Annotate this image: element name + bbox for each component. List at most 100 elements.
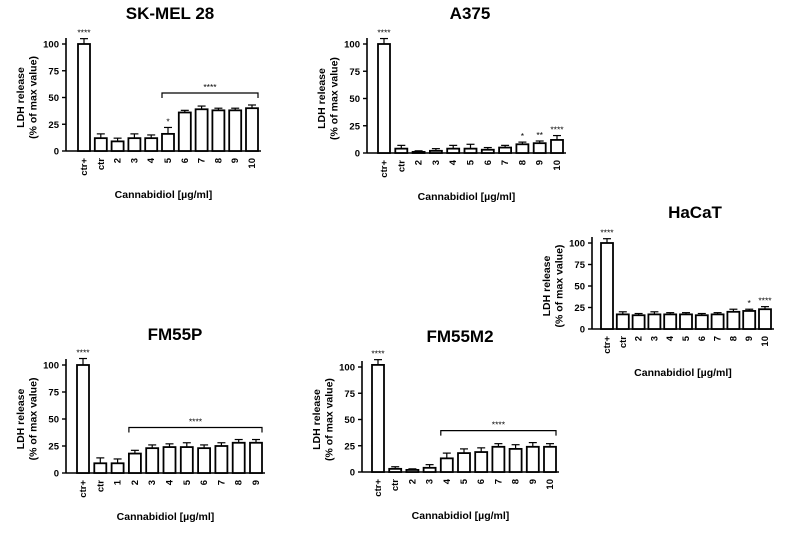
y-tick-label: 75 bbox=[344, 389, 355, 400]
bar bbox=[245, 107, 259, 152]
x-tick-label: 3 bbox=[129, 158, 140, 163]
x-tick-label: 3 bbox=[147, 480, 158, 485]
bar bbox=[525, 445, 540, 473]
bar bbox=[144, 137, 159, 152]
x-tick-label: 6 bbox=[697, 336, 708, 341]
x-tick-label: 8 bbox=[728, 336, 739, 341]
bar bbox=[231, 441, 246, 474]
x-tick-label: 6 bbox=[199, 480, 210, 485]
x-tick-label: 3 bbox=[431, 160, 442, 165]
significance-label: **** bbox=[550, 125, 564, 135]
chart-title: HaCaT bbox=[668, 203, 722, 222]
y-axis-label-line: LDH release bbox=[15, 388, 27, 449]
x-tick-label: ctr bbox=[618, 336, 629, 348]
significance-bracket bbox=[161, 92, 259, 98]
y-tick-label: 100 bbox=[43, 361, 59, 372]
bar bbox=[439, 457, 454, 473]
bar bbox=[422, 466, 437, 473]
bar bbox=[93, 137, 108, 152]
significance-label: ** bbox=[536, 130, 543, 140]
y-axis-label-line: (% of max value) bbox=[28, 56, 40, 139]
bar bbox=[428, 149, 443, 154]
significance-label: **** bbox=[77, 28, 91, 38]
x-tick-label: 5 bbox=[459, 478, 470, 484]
y-axis-label-line: LDH release bbox=[15, 67, 27, 128]
x-tick-label: ctr bbox=[390, 479, 401, 491]
x-tick-label: 7 bbox=[500, 160, 511, 165]
bar bbox=[214, 445, 229, 474]
x-tick-label: 5 bbox=[163, 157, 174, 163]
x-tick-label: 2 bbox=[414, 160, 425, 165]
bar bbox=[179, 446, 194, 474]
y-tick-label: 50 bbox=[344, 415, 355, 426]
bar bbox=[532, 142, 547, 154]
bar bbox=[758, 308, 772, 330]
y-tick-label: 100 bbox=[43, 40, 59, 51]
x-tick-label: 5 bbox=[182, 479, 193, 485]
bar bbox=[463, 147, 478, 154]
x-tick-label: 2 bbox=[634, 336, 645, 341]
bar bbox=[388, 467, 403, 473]
bar bbox=[446, 147, 461, 154]
y-tick-label: 75 bbox=[48, 388, 59, 399]
significance-label: **** bbox=[600, 228, 614, 238]
bar bbox=[457, 452, 471, 473]
bar bbox=[663, 313, 678, 330]
bar bbox=[161, 132, 175, 152]
x-tick-label: 2 bbox=[407, 479, 418, 484]
x-tick-label: 4 bbox=[448, 159, 459, 165]
y-axis-label-line: LDH release bbox=[541, 255, 553, 316]
significance-bracket bbox=[440, 430, 557, 436]
y-axis-label: LDH release(% of max value) bbox=[316, 57, 341, 140]
chart-title: FM55P bbox=[148, 325, 203, 344]
x-tick-label: 7 bbox=[216, 480, 227, 485]
bar bbox=[371, 363, 385, 473]
bar bbox=[694, 314, 709, 330]
y-tick-label: 25 bbox=[48, 442, 59, 453]
bar bbox=[679, 313, 693, 330]
bar bbox=[77, 43, 91, 152]
bracket-significance-label: **** bbox=[492, 420, 506, 430]
x-tick-label: 10 bbox=[247, 158, 258, 169]
x-tick-label: 3 bbox=[425, 479, 436, 484]
y-axis-label-line: (% of max value) bbox=[329, 57, 341, 140]
x-axis-label: Cannabidiol [µg/ml] bbox=[418, 191, 516, 203]
bar bbox=[197, 447, 212, 474]
bar bbox=[249, 441, 263, 474]
y-tick-label: 0 bbox=[54, 147, 59, 158]
y-tick-label: 25 bbox=[48, 120, 59, 131]
x-tick-label: 4 bbox=[665, 335, 676, 341]
y-tick-label: 0 bbox=[54, 469, 59, 480]
x-tick-label: 2 bbox=[113, 158, 124, 163]
y-tick-label: 100 bbox=[339, 363, 355, 374]
y-tick-label: 50 bbox=[48, 415, 59, 426]
y-axis-label-line: LDH release bbox=[316, 68, 328, 129]
bar bbox=[543, 445, 557, 473]
bar bbox=[742, 310, 757, 330]
x-tick-label: ctr bbox=[396, 160, 407, 172]
y-axis-label-line: (% of max value) bbox=[554, 245, 566, 328]
bar bbox=[411, 151, 426, 154]
bar bbox=[93, 462, 108, 474]
y-tick-label: 50 bbox=[349, 94, 360, 105]
x-tick-label: 10 bbox=[545, 479, 556, 490]
x-tick-label: ctr bbox=[96, 158, 107, 170]
y-tick-label: 75 bbox=[349, 67, 360, 78]
x-tick-label: 9 bbox=[535, 160, 546, 165]
y-tick-label: 100 bbox=[569, 239, 585, 250]
significance-bracket bbox=[128, 426, 263, 433]
bar bbox=[145, 447, 160, 474]
significance-label: **** bbox=[371, 349, 385, 359]
x-tick-label: 1 bbox=[113, 479, 124, 485]
significance-label: **** bbox=[377, 28, 391, 38]
x-tick-label: ctr bbox=[95, 480, 106, 492]
y-tick-label: 25 bbox=[344, 441, 355, 452]
bar bbox=[498, 146, 513, 154]
x-tick-label: 4 bbox=[165, 479, 176, 485]
x-tick-label: 9 bbox=[251, 480, 262, 485]
significance-label: **** bbox=[758, 296, 772, 306]
x-tick-label: 7 bbox=[713, 336, 724, 341]
x-tick-label: 10 bbox=[760, 336, 771, 347]
x-tick-label: 8 bbox=[213, 158, 224, 163]
